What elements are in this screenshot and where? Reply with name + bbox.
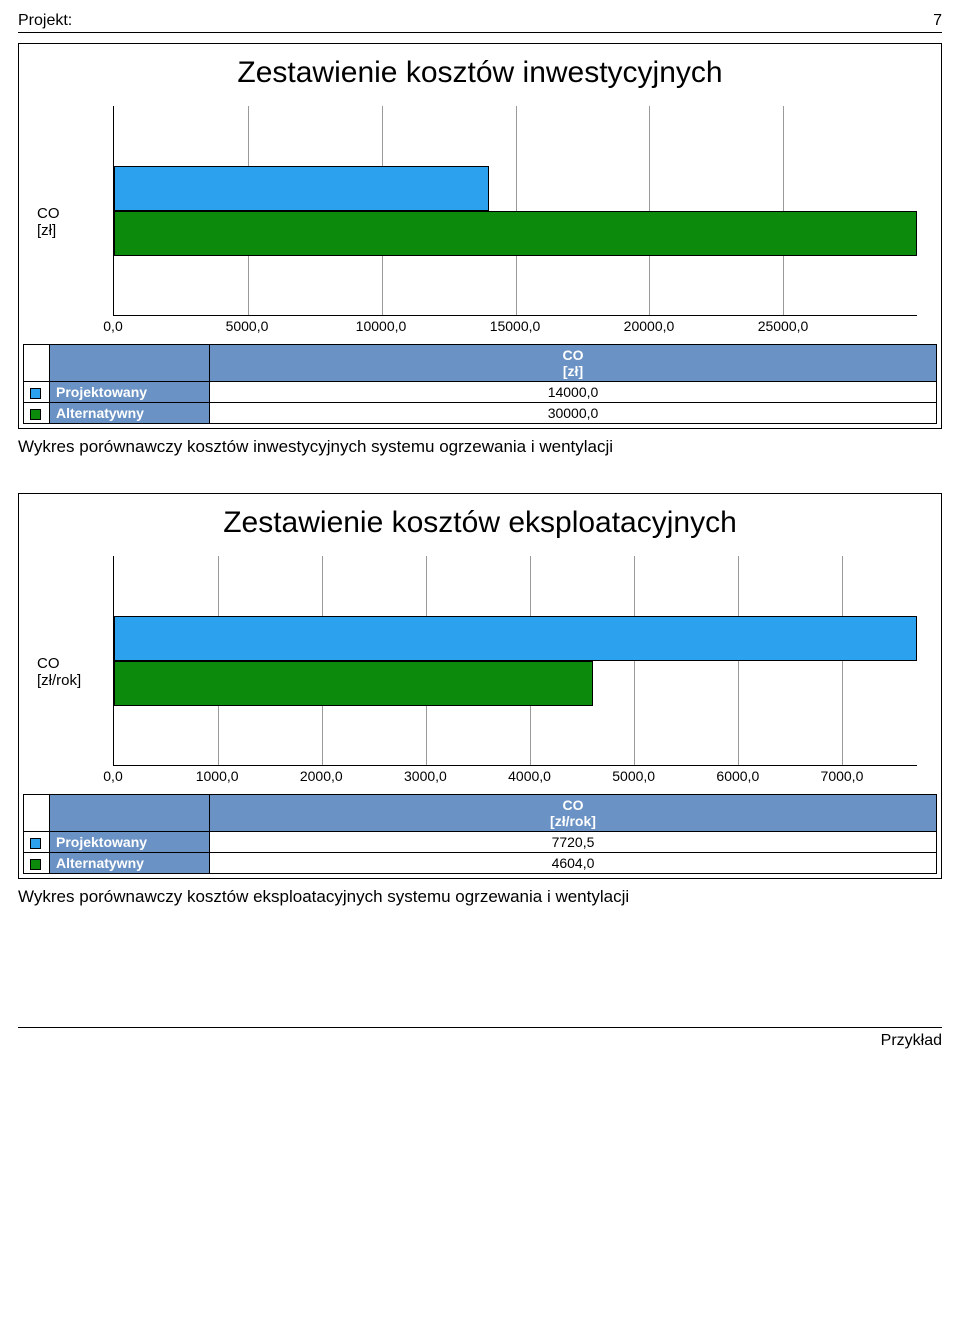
bar-alternatywny bbox=[114, 211, 917, 256]
chart-1-swatch-cell-1 bbox=[24, 382, 50, 403]
chart-1-plot-wrap: 0,05000,010000,015000,020000,025000,0 bbox=[113, 106, 937, 338]
chart-2-title: Zestawienie kosztów eksploatacyjnych bbox=[23, 506, 937, 540]
chart-2-col-header-line1: CO bbox=[216, 797, 930, 813]
chart-1-table-rowhead-blank bbox=[50, 345, 210, 382]
chart-1-y-label: CO [zł] bbox=[23, 106, 113, 338]
chart-2-body: CO [zł/rok] 0,0 1000,0 2000,0 3000,0 4000,0 5… bbox=[23, 556, 937, 788]
chart-2-card: Zestawienie kosztów eksploatacyjnych CO … bbox=[18, 493, 942, 879]
chart-2-ticks: 0,01000,02000,03000,04000,05000,06000,07… bbox=[113, 768, 917, 788]
tick-label: 5000,0 bbox=[226, 318, 269, 334]
chart-1-body: CO [zł] 0,0 5000,0 10000,0 15000,0 20000,0 25… bbox=[23, 106, 937, 338]
footer-text: Przykład bbox=[18, 1032, 942, 1050]
page-number: 7 bbox=[933, 12, 942, 30]
tick-label: 7000,0 bbox=[821, 768, 864, 784]
chart-2-table-header: CO [zł/rok] bbox=[210, 795, 937, 832]
chart-2-swatch-cell-1 bbox=[24, 832, 50, 853]
chart-2-plot bbox=[113, 556, 917, 766]
chart-2-table-corner bbox=[24, 795, 50, 832]
tick-label: 4000,0 bbox=[508, 768, 551, 784]
tick-label: 3000,0 bbox=[404, 768, 447, 784]
chart-1-swatch-cell-2 bbox=[24, 403, 50, 424]
chart-2-plot-wrap: 0,01000,02000,03000,04000,05000,06000,07… bbox=[113, 556, 937, 788]
chart-1-row2-value: 30000,0 bbox=[210, 403, 937, 424]
chart-1-title: Zestawienie kosztów inwestycyjnych bbox=[23, 56, 937, 90]
legend-swatch-projektowany-icon bbox=[30, 838, 41, 849]
chart-2-y-label: CO [zł/rok] bbox=[23, 556, 113, 788]
chart-1-table: CO [zł] Projektowany 14000,0 Alternatywn… bbox=[23, 344, 937, 424]
chart-1-card: Zestawienie kosztów inwestycyjnych CO [z… bbox=[18, 43, 942, 429]
page: Projekt: 7 Zestawienie kosztów inwestycy… bbox=[0, 0, 960, 1090]
chart-1-plot bbox=[113, 106, 917, 316]
chart-2-row1-value: 7720,5 bbox=[210, 832, 937, 853]
chart-2-table: CO [zł/rok] Projektowany 7720,5 Alternat… bbox=[23, 794, 937, 874]
chart-2-table-rowhead-blank bbox=[50, 795, 210, 832]
footer-rule bbox=[18, 1027, 942, 1028]
chart-2-row2-label: Alternatywny bbox=[50, 853, 210, 874]
chart-2-row2-value: 4604,0 bbox=[210, 853, 937, 874]
legend-swatch-alternatywny-icon bbox=[30, 409, 41, 420]
tick-label: 1000,0 bbox=[196, 768, 239, 784]
page-footer: Przykład bbox=[18, 1027, 942, 1050]
legend-swatch-projektowany-icon bbox=[30, 388, 41, 399]
tick-label: 25000,0 bbox=[758, 318, 809, 334]
chart-1-ticks: 0,05000,010000,015000,020000,025000,0 bbox=[113, 318, 917, 338]
chart-2-swatch-cell-2 bbox=[24, 853, 50, 874]
chart-1-col-header-line2: [zł] bbox=[216, 363, 930, 379]
tick-label: 10000,0 bbox=[356, 318, 407, 334]
chart-1-row1-value: 14000,0 bbox=[210, 382, 937, 403]
chart-2-row1-label: Projektowany bbox=[50, 832, 210, 853]
header-rule bbox=[18, 32, 942, 33]
header-left: Projekt: bbox=[18, 12, 72, 30]
chart-1-table-header: CO [zł] bbox=[210, 345, 937, 382]
chart-2-y-label-line1: CO bbox=[37, 655, 60, 672]
chart-1-row2-label: Alternatywny bbox=[50, 403, 210, 424]
chart-2-y-label-line2: [zł/rok] bbox=[37, 672, 81, 689]
chart-1-y-label-line1: CO bbox=[37, 205, 60, 222]
chart-2-col-header-line2: [zł/rok] bbox=[216, 813, 930, 829]
bar-projektowany bbox=[114, 166, 489, 211]
tick-label: 2000,0 bbox=[300, 768, 343, 784]
tick-label: 15000,0 bbox=[490, 318, 541, 334]
chart-1-row1-label: Projektowany bbox=[50, 382, 210, 403]
tick-label: 20000,0 bbox=[624, 318, 675, 334]
page-header: Projekt: 7 bbox=[18, 12, 942, 30]
tick-label: 5000,0 bbox=[612, 768, 655, 784]
chart-1-y-label-line2: [zł] bbox=[37, 222, 56, 239]
tick-label: 0,0 bbox=[103, 318, 122, 334]
bar-alternatywny bbox=[114, 661, 593, 706]
chart-2-caption: Wykres porównawczy kosztów eksploatacyjn… bbox=[18, 887, 942, 907]
chart-1-table-corner bbox=[24, 345, 50, 382]
tick-label: 0,0 bbox=[103, 768, 122, 784]
chart-1-caption: Wykres porównawczy kosztów inwestycyjnyc… bbox=[18, 437, 942, 457]
chart-1-col-header-line1: CO bbox=[216, 347, 930, 363]
legend-swatch-alternatywny-icon bbox=[30, 859, 41, 870]
bar-projektowany bbox=[114, 616, 917, 661]
tick-label: 6000,0 bbox=[716, 768, 759, 784]
